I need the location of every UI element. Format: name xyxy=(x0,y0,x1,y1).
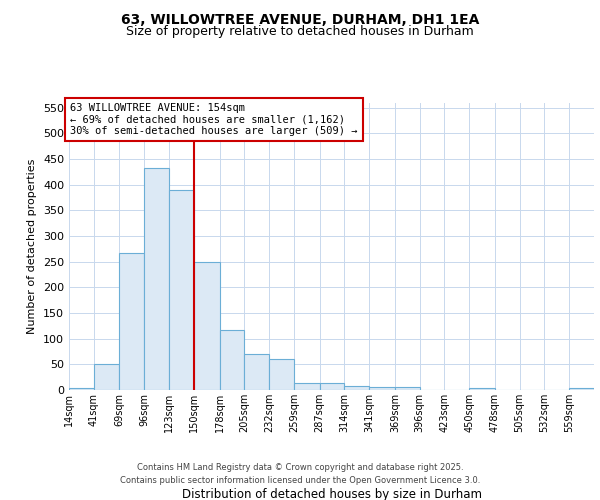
Bar xyxy=(220,330,244,390)
Bar xyxy=(469,388,495,390)
Text: 63 WILLOWTREE AVENUE: 154sqm
← 69% of detached houses are smaller (1,162)
30% of: 63 WILLOWTREE AVENUE: 154sqm ← 69% of de… xyxy=(70,103,358,136)
Bar xyxy=(69,388,94,390)
Bar xyxy=(119,253,144,390)
Bar xyxy=(294,384,320,390)
Text: 63, WILLOWTREE AVENUE, DURHAM, DH1 1EA: 63, WILLOWTREE AVENUE, DURHAM, DH1 1EA xyxy=(121,12,479,26)
X-axis label: Distribution of detached houses by size in Durham: Distribution of detached houses by size … xyxy=(182,488,482,500)
Bar xyxy=(269,359,294,390)
Bar xyxy=(194,262,220,390)
Text: Size of property relative to detached houses in Durham: Size of property relative to detached ho… xyxy=(126,25,474,38)
Bar xyxy=(569,388,594,390)
Bar xyxy=(395,388,419,390)
Bar xyxy=(144,168,169,390)
Bar xyxy=(169,190,194,390)
Bar xyxy=(94,364,119,390)
Y-axis label: Number of detached properties: Number of detached properties xyxy=(28,158,37,334)
Bar xyxy=(344,386,369,390)
Bar xyxy=(320,384,344,390)
Text: Contains HM Land Registry data © Crown copyright and database right 2025.: Contains HM Land Registry data © Crown c… xyxy=(137,464,463,472)
Bar xyxy=(369,387,395,390)
Bar xyxy=(244,354,269,390)
Text: Contains public sector information licensed under the Open Government Licence 3.: Contains public sector information licen… xyxy=(120,476,480,485)
